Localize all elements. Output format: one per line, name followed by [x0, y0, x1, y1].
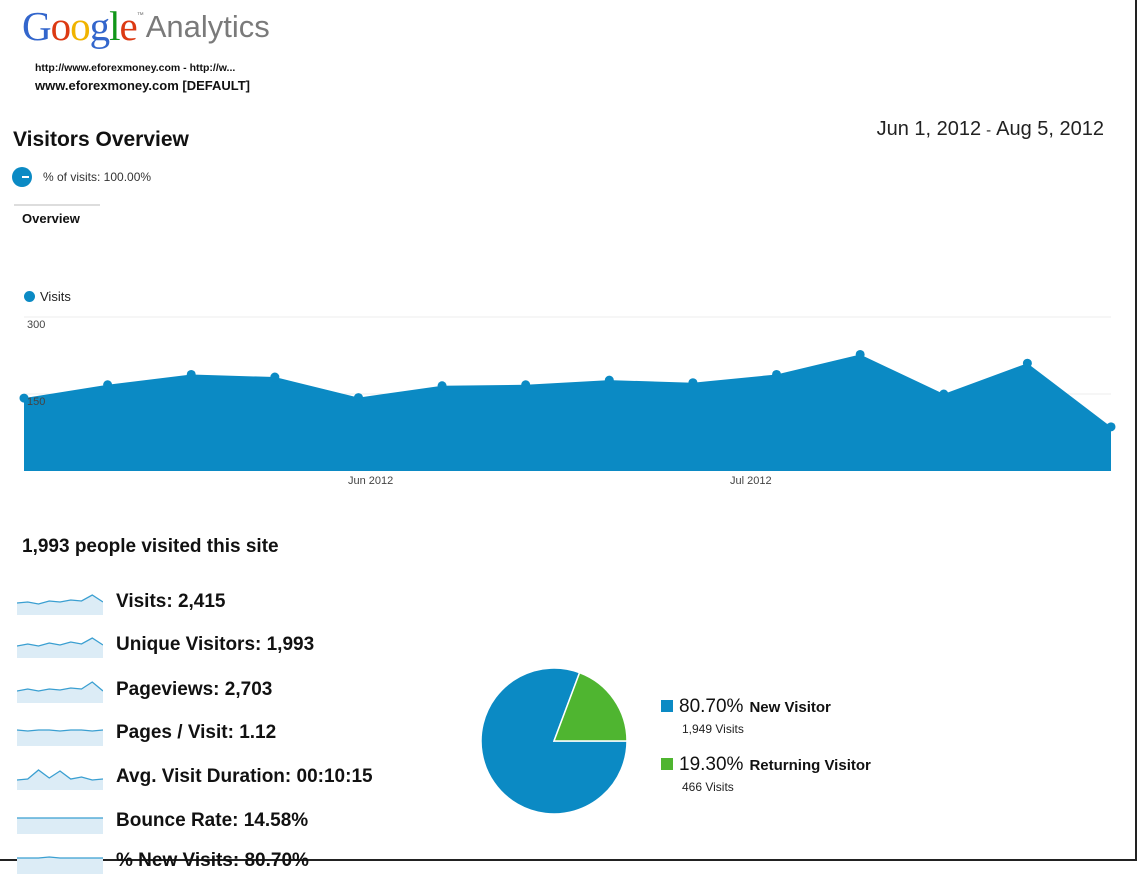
summary-title: 1,993 people visited this site — [22, 536, 279, 557]
sparkline-line — [17, 769, 103, 781]
y-tick-label: 150 — [27, 396, 46, 408]
sparkline-fill — [17, 638, 103, 658]
metric-text: Visits: 2,415 — [116, 591, 226, 612]
sparkline — [17, 769, 103, 790]
visits-area-chart[interactable] — [0, 300, 1137, 500]
google-analytics-logo: Google™Analytics — [22, 3, 270, 49]
chart-legend[interactable]: Visits — [24, 289, 71, 304]
y-tick-label: 300 — [27, 319, 46, 331]
pie-legend-new-visitor: 80.70% New Visitor 1,949 Visits — [661, 696, 831, 736]
metric-pageviews[interactable]: Pageviews: 2,703 — [17, 677, 272, 703]
visits-point[interactable] — [772, 369, 782, 379]
metric-text: Unique Visitors: 1,993 — [116, 634, 315, 655]
visits-point[interactable] — [353, 393, 363, 403]
sparkline — [17, 729, 103, 746]
date-separator: - — [986, 122, 992, 139]
metric-bounce-rate[interactable]: Bounce Rate: 14.58% — [17, 808, 308, 834]
logo-letter: g — [89, 3, 110, 49]
metric-text: Pageviews: 2,703 — [116, 679, 273, 700]
sparkline — [17, 637, 103, 658]
logo-letter: o — [70, 3, 90, 49]
logo-letter: l — [109, 3, 120, 49]
metric-visits[interactable]: Visits: 2,415 — [17, 589, 226, 615]
visits-legend-dot — [24, 291, 35, 302]
visits-point[interactable] — [270, 372, 280, 382]
returning-visitor-swatch — [661, 758, 673, 770]
visits-point[interactable] — [521, 380, 531, 390]
sparkline-fill — [17, 857, 103, 874]
sparkline-fill — [17, 682, 103, 703]
new-visitor-percent: 80.70% — [679, 696, 744, 717]
x-tick-label: Jul 2012 — [730, 475, 772, 487]
sparkline-line — [17, 594, 103, 605]
logo-letter: G — [22, 3, 52, 49]
visits-point[interactable] — [19, 393, 29, 403]
visits-area — [24, 354, 1111, 471]
new-visitor-label: New Visitor — [749, 699, 831, 716]
sparkline-line — [17, 856, 103, 859]
sparkline — [17, 856, 103, 874]
x-tick-label: Jun 2012 — [348, 475, 394, 487]
sparkline-fill — [17, 818, 103, 834]
metric-text: Pages / Visit: 1.12 — [116, 722, 277, 743]
pie-legend-returning-visitor: 19.30% Returning Visitor 466 Visits — [661, 754, 871, 794]
site-profile: www.eforexmoney.com [DEFAULT] — [35, 78, 251, 93]
sparkline — [17, 594, 103, 615]
visitor-type-pie[interactable] — [479, 666, 629, 816]
metric-text: Bounce Rate: 14.58% — [116, 810, 309, 831]
window-border-bottom — [0, 859, 1137, 861]
returning-visitor-visits: 466 Visits — [682, 780, 734, 794]
visits-point[interactable] — [688, 378, 698, 388]
sparkline-fill — [17, 770, 103, 790]
returning-visitor-label: Returning Visitor — [749, 757, 871, 774]
date-range[interactable]: Jun 1, 2012- Aug 5, 2012 — [877, 118, 1104, 141]
visits-point[interactable] — [437, 381, 447, 391]
sparkline-line — [17, 637, 103, 647]
pie-slice-returning-visitor[interactable] — [552, 671, 628, 742]
new-visitor-visits: 1,949 Visits — [682, 722, 744, 736]
metric-unique-visitors[interactable]: Unique Visitors: 1,993 — [17, 632, 314, 658]
site-url: http://www.eforexmoney.com - http://w... — [35, 62, 236, 74]
sparkline — [17, 817, 103, 834]
visits-point[interactable] — [186, 369, 196, 379]
metric-avg-visit-duration[interactable]: Avg. Visit Duration: 00:10:15 — [17, 764, 373, 790]
date-end: Aug 5, 2012 — [996, 118, 1104, 140]
new-visitor-swatch — [661, 700, 673, 712]
visits-point[interactable] — [604, 375, 614, 385]
segment-label: % of visits: 100.00% — [43, 170, 152, 184]
window-border-right — [1135, 0, 1137, 861]
tab-overview[interactable]: Overview — [22, 211, 80, 226]
date-start: Jun 1, 2012 — [876, 118, 982, 140]
returning-visitor-percent: 19.30% — [679, 754, 744, 775]
visits-legend-label: Visits — [40, 289, 71, 304]
analytics-wordmark: Analytics — [145, 9, 270, 44]
metric-text: % New Visits: 80.70% — [116, 850, 309, 871]
metric-pages-per-visit[interactable]: Pages / Visit: 1.12 — [17, 720, 276, 746]
sparkline-fill — [17, 730, 103, 746]
sparkline-line — [17, 681, 103, 692]
segment-pie-icon — [12, 167, 32, 187]
page-title: Visitors Overview — [13, 128, 189, 151]
visits-point[interactable] — [1022, 358, 1032, 368]
sparkline-fill — [17, 595, 103, 615]
tab-divider — [14, 204, 100, 206]
sparkline — [17, 681, 103, 703]
visits-point[interactable] — [855, 349, 865, 359]
segment-indicator[interactable]: % of visits: 100.00% — [12, 167, 151, 187]
logo-letter: o — [50, 3, 71, 49]
visits-point[interactable] — [103, 380, 113, 390]
visits-point[interactable] — [939, 389, 949, 399]
metric-text: Avg. Visit Duration: 00:10:15 — [116, 766, 373, 787]
metric-new-visits[interactable]: % New Visits: 80.70% — [17, 848, 309, 874]
sparkline-line — [17, 729, 103, 732]
visits-point[interactable] — [1106, 422, 1116, 432]
logo-letter: e — [119, 3, 138, 49]
google-logo: Google — [22, 3, 138, 49]
